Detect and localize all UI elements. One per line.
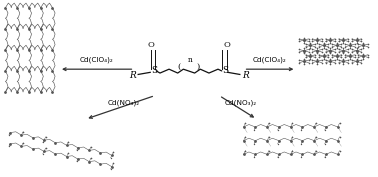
- Text: n: n: [188, 56, 192, 64]
- Text: S: S: [223, 66, 229, 75]
- Text: R: R: [242, 71, 249, 80]
- Text: S: S: [151, 66, 157, 75]
- Text: (: (: [177, 62, 180, 71]
- Text: Cd(NO₃)₂: Cd(NO₃)₂: [225, 100, 257, 106]
- Text: Cd(ClO₄)₂: Cd(ClO₄)₂: [253, 56, 287, 63]
- Text: O: O: [148, 41, 155, 49]
- Text: R: R: [129, 71, 136, 80]
- Text: Cd(ClO₄)₂: Cd(ClO₄)₂: [80, 56, 114, 63]
- Text: O: O: [223, 41, 230, 49]
- Text: ): ): [197, 62, 200, 71]
- Text: Cd(NO₃)₂: Cd(NO₃)₂: [108, 100, 140, 106]
